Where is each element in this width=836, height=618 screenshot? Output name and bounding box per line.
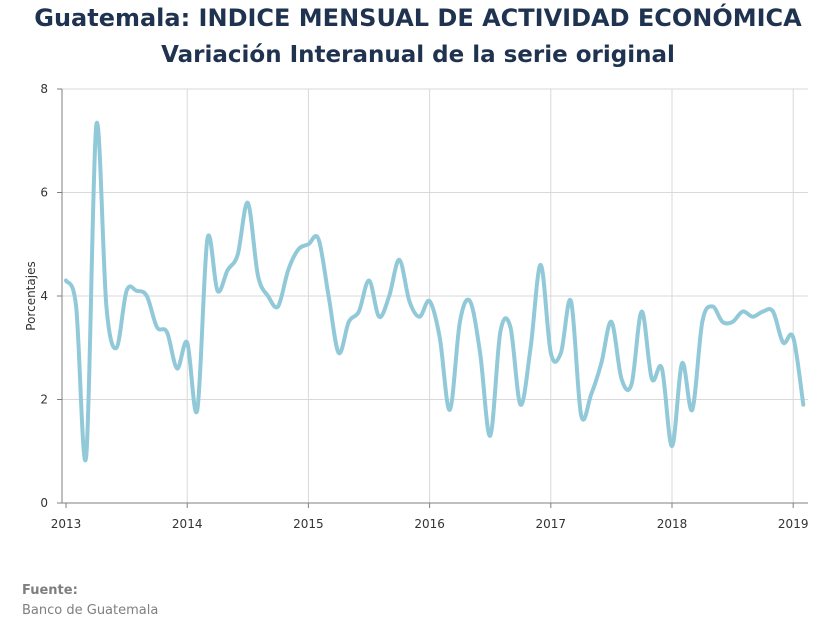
- data-point: [761, 310, 765, 314]
- data-point: [428, 299, 432, 303]
- data-point: [175, 366, 179, 370]
- axes: [57, 88, 808, 508]
- x-tick-label: 2013: [51, 517, 82, 531]
- x-tick-labels: 2013 2014 2015 2016 2017 2018 2019: [51, 517, 809, 531]
- data-point: [246, 201, 250, 205]
- y-tick-label: 4: [40, 289, 48, 303]
- data-point: [559, 351, 563, 355]
- x-tick-label: 2015: [293, 517, 324, 531]
- data-point: [650, 377, 654, 381]
- x-tick-label: 2017: [536, 517, 567, 531]
- data-point: [771, 310, 775, 314]
- data-point: [498, 330, 502, 334]
- data-point: [741, 310, 745, 314]
- data-point: [609, 320, 613, 324]
- data-point: [801, 403, 805, 407]
- data-point: [64, 278, 68, 282]
- data-point: [145, 294, 149, 298]
- data-point: [468, 299, 472, 303]
- data-point: [84, 454, 88, 458]
- data-point: [327, 294, 331, 298]
- data-point: [185, 341, 189, 345]
- data-point: [256, 273, 260, 277]
- data-point: [721, 320, 724, 324]
- grid-lines: [62, 88, 808, 503]
- data-point: [569, 299, 573, 303]
- data-point: [488, 434, 492, 438]
- data-point: [539, 263, 543, 267]
- data-point: [680, 361, 684, 365]
- data-point: [660, 366, 664, 370]
- data-point: [165, 330, 169, 334]
- data-point: [448, 408, 452, 412]
- data-point: [226, 268, 230, 272]
- y-tick-label: 8: [40, 82, 48, 96]
- data-point: [195, 408, 199, 412]
- data-point: [438, 335, 442, 339]
- data-point: [276, 304, 280, 308]
- series-lines: [64, 120, 806, 463]
- x-tick-label: 2019: [778, 517, 809, 531]
- data-point: [700, 320, 704, 324]
- data-point: [205, 237, 209, 241]
- data-point: [508, 325, 512, 329]
- data-point: [690, 408, 694, 412]
- data-point: [125, 289, 129, 293]
- data-point: [236, 253, 240, 257]
- data-point: [266, 294, 270, 298]
- data-point: [115, 346, 118, 350]
- data-point: [670, 444, 674, 448]
- x-tick-label: 2018: [657, 517, 688, 531]
- data-point: [367, 278, 371, 282]
- data-point: [387, 294, 391, 298]
- data-point: [407, 299, 411, 303]
- data-point: [599, 361, 603, 365]
- source-label: Fuente:: [22, 583, 78, 598]
- data-point: [286, 268, 290, 272]
- data-point: [630, 382, 634, 386]
- data-point: [94, 123, 98, 127]
- x-tick-label: 2014: [172, 517, 203, 531]
- data-point: [579, 413, 583, 417]
- x-tick-label: 2016: [414, 517, 445, 531]
- data-point: [791, 335, 795, 339]
- data-point: [74, 304, 78, 308]
- data-point: [377, 315, 381, 319]
- data-point: [458, 320, 462, 324]
- y-tick-label: 6: [40, 186, 48, 200]
- data-point: [357, 310, 361, 314]
- data-point: [781, 341, 785, 345]
- chart-title: Guatemala: INDICE MENSUAL DE ACTIVIDAD E…: [34, 4, 802, 32]
- source-value: Banco de Guatemala: [22, 603, 159, 618]
- data-point: [397, 258, 401, 262]
- data-point: [317, 237, 320, 241]
- data-point: [296, 247, 300, 251]
- y-tick-labels: 0 2 4 6 8: [40, 82, 48, 510]
- data-point: [620, 377, 623, 381]
- data-point: [751, 315, 755, 319]
- data-point: [710, 304, 714, 308]
- data-point: [529, 346, 533, 350]
- data-point: [135, 289, 139, 293]
- y-tick-label: 2: [40, 393, 48, 407]
- data-point: [731, 320, 735, 324]
- data-point: [640, 310, 644, 314]
- data-point: [519, 403, 522, 407]
- data-point: [478, 351, 482, 355]
- y-tick-label: 0: [40, 496, 48, 510]
- data-point: [589, 392, 593, 396]
- data-point: [216, 289, 219, 293]
- y-axis-label: Porcentajes: [24, 261, 38, 330]
- data-point: [306, 242, 310, 246]
- data-point: [337, 351, 341, 355]
- data-point: [155, 325, 159, 329]
- chart-subtitle: Variación Interanual de la serie origina…: [161, 42, 675, 68]
- data-point: [347, 320, 351, 324]
- data-point: [104, 304, 108, 308]
- data-point: [549, 351, 553, 355]
- data-point: [418, 315, 421, 319]
